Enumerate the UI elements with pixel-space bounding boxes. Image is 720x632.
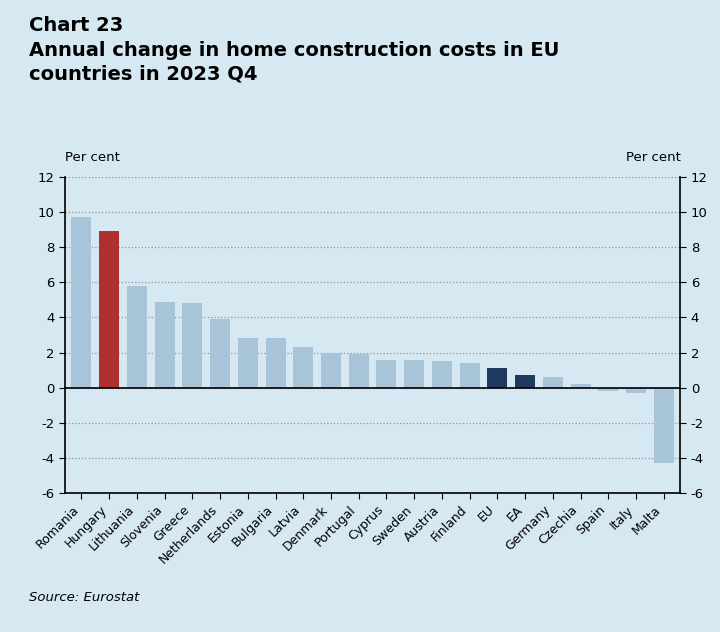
- Bar: [127, 286, 147, 387]
- Bar: [210, 319, 230, 387]
- Bar: [459, 363, 480, 387]
- Bar: [293, 347, 313, 387]
- Bar: [598, 387, 618, 391]
- Bar: [654, 387, 674, 463]
- Bar: [487, 368, 508, 387]
- Bar: [155, 301, 175, 387]
- Bar: [321, 353, 341, 387]
- Bar: [570, 384, 590, 387]
- Text: Annual change in home construction costs in EU
countries in 2023 Q4: Annual change in home construction costs…: [29, 41, 559, 83]
- Bar: [71, 217, 91, 387]
- Bar: [432, 362, 452, 387]
- Bar: [377, 360, 397, 387]
- Bar: [266, 339, 286, 387]
- Bar: [99, 231, 119, 387]
- Text: Per cent: Per cent: [65, 151, 120, 164]
- Text: Per cent: Per cent: [626, 151, 680, 164]
- Bar: [348, 355, 369, 387]
- Bar: [182, 303, 202, 387]
- Bar: [515, 375, 535, 387]
- Bar: [238, 339, 258, 387]
- Bar: [404, 360, 424, 387]
- Bar: [626, 387, 646, 393]
- Text: Source: Eurostat: Source: Eurostat: [29, 590, 139, 604]
- Text: Chart 23: Chart 23: [29, 16, 123, 35]
- Bar: [543, 377, 563, 387]
